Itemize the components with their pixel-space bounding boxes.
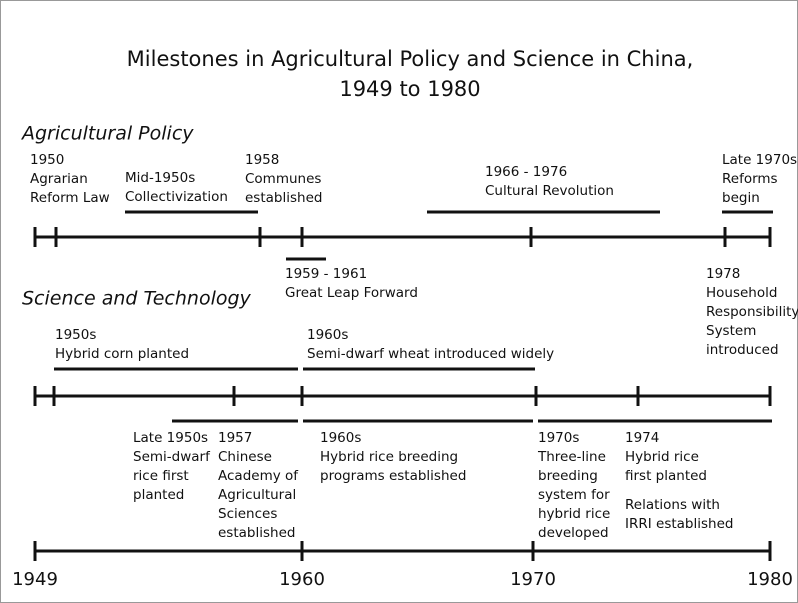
event-label: 1974	[625, 430, 659, 446]
event-label: breeding	[538, 468, 598, 484]
event-label: established	[218, 525, 295, 541]
event-label: Relations with	[625, 497, 720, 513]
event-label: system for	[538, 487, 610, 503]
year-label: 1960	[279, 569, 325, 590]
event-label: Hybrid rice breeding	[320, 449, 458, 465]
event-label: established	[245, 190, 322, 206]
title: 1949 to 1980	[339, 77, 480, 101]
event-label: 1950	[30, 152, 64, 168]
event-label: 1958	[245, 152, 279, 168]
event-label: 1966 - 1976	[485, 164, 567, 180]
event-label: 1960s	[307, 327, 348, 343]
event-label: Agrarian	[30, 171, 88, 187]
year-label: 1970	[510, 569, 556, 590]
event-label: hybrid rice	[538, 506, 610, 522]
event-label: System	[706, 323, 756, 339]
event-label: rice first	[133, 468, 189, 484]
event-label: Mid-1950s	[125, 170, 195, 186]
event-label: Cultural Revolution	[485, 183, 614, 199]
event-label: Collectivization	[125, 189, 228, 205]
title: Milestones in Agricultural Policy and Sc…	[127, 47, 694, 71]
event-label: first planted	[625, 468, 707, 484]
year-label: 1949	[12, 569, 58, 590]
event-label: Late 1950s	[133, 430, 208, 446]
event-label: developed	[538, 525, 609, 541]
event-label: 1957	[218, 430, 252, 446]
event-label: Semi-dwarf wheat introduced widely	[307, 346, 554, 362]
event-label: programs established	[320, 468, 466, 484]
event-label: Academy of	[218, 468, 299, 484]
event-label: Hybrid corn planted	[55, 346, 189, 362]
event-label: 1959 - 1961	[285, 266, 367, 282]
event-label: 1978	[706, 266, 740, 282]
event-label: 1960s	[320, 430, 361, 446]
event-label: Responsibility	[706, 304, 798, 320]
event-label: 1950s	[55, 327, 96, 343]
event-label: Chinese	[218, 449, 272, 465]
event-label: Sciences	[218, 506, 277, 522]
section-heading: Agricultural Policy	[20, 123, 194, 145]
section-heading: Science and Technology	[22, 288, 252, 310]
event-label: Household	[706, 285, 777, 301]
event-label: introduced	[706, 342, 779, 358]
event-label: Late 1970s	[722, 152, 797, 168]
event-label: Communes	[245, 171, 321, 187]
event-label: IRRI established	[625, 516, 733, 532]
event-label: Reform Law	[30, 190, 110, 206]
event-label: 1970s	[538, 430, 579, 446]
event-label: planted	[133, 487, 184, 503]
event-label: begin	[722, 190, 760, 206]
event-label: Agricultural	[218, 487, 296, 503]
event-label: Reforms	[722, 171, 778, 187]
event-label: Three-line	[537, 449, 606, 465]
event-label: Hybrid rice	[625, 449, 699, 465]
year-label: 1980	[747, 569, 793, 590]
event-label: Great Leap Forward	[285, 285, 418, 301]
event-label: Semi-dwarf	[133, 449, 211, 465]
